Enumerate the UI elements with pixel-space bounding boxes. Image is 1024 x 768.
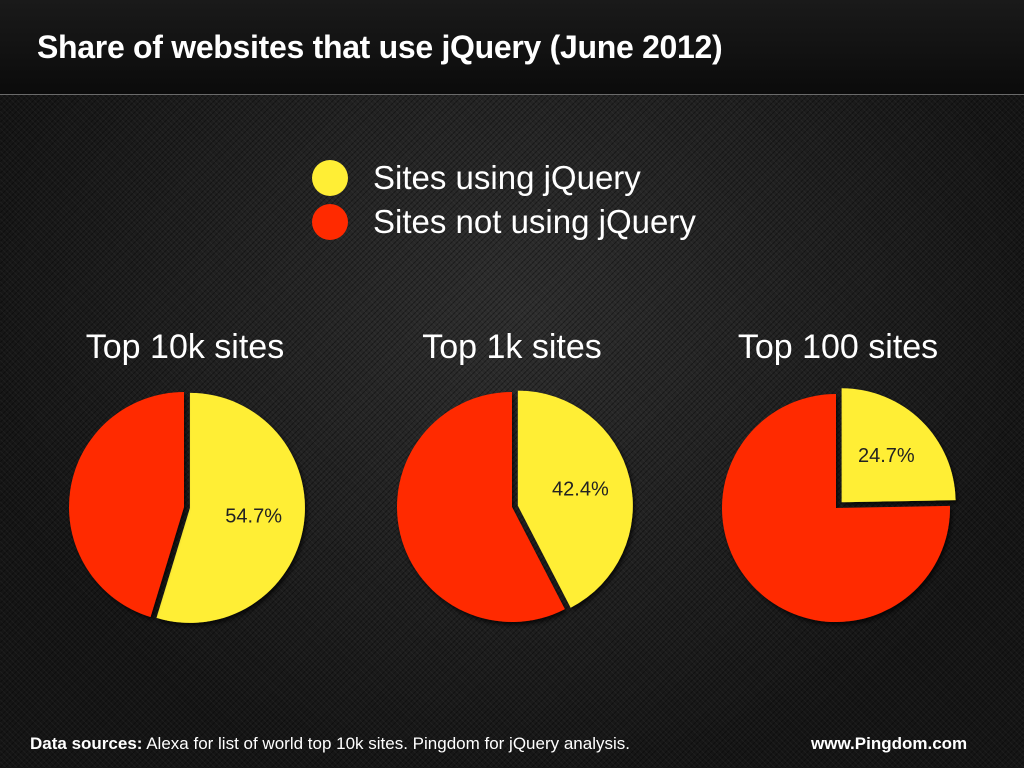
footer-sources-text: Alexa for list of world top 10k sites. P… (142, 734, 630, 753)
footer-site: www.Pingdom.com (811, 734, 968, 753)
pie-slice-top-100-not-using (721, 394, 950, 622)
pie-data-label-top-10k: 54.7% (225, 506, 282, 528)
pie-slice-top-10k-not-using (69, 392, 184, 618)
pie-data-label-top-100: 24.7% (858, 445, 915, 467)
pie-data-label-top-1k: 42.4% (552, 479, 609, 501)
header-bar: Share of websites that use jQuery (June … (0, 0, 1024, 95)
legend-label-using: Sites using jQuery (373, 159, 641, 196)
legend-label-not-using: Sites not using jQuery (373, 203, 696, 240)
page-title: Share of websites that use jQuery (June … (37, 29, 723, 65)
footer-sources-label: Data sources: (30, 734, 143, 753)
legend-swatch-using (312, 160, 348, 196)
legend-swatch-not-using (312, 204, 348, 240)
pie-title-top-1k: Top 1k sites (422, 328, 602, 366)
pie-slice-top-100-using (841, 388, 956, 503)
pie-slice-top-10k-using (156, 392, 305, 623)
pie-slice-top-1k-using (517, 390, 633, 608)
pie-title-top-10k: Top 10k sites (85, 328, 285, 366)
footer-sources: Data sources: Alexa for list of world to… (30, 734, 630, 754)
pie-title-top-100: Top 100 sites (737, 328, 939, 366)
pie-slice-top-1k-not-using (396, 392, 565, 622)
